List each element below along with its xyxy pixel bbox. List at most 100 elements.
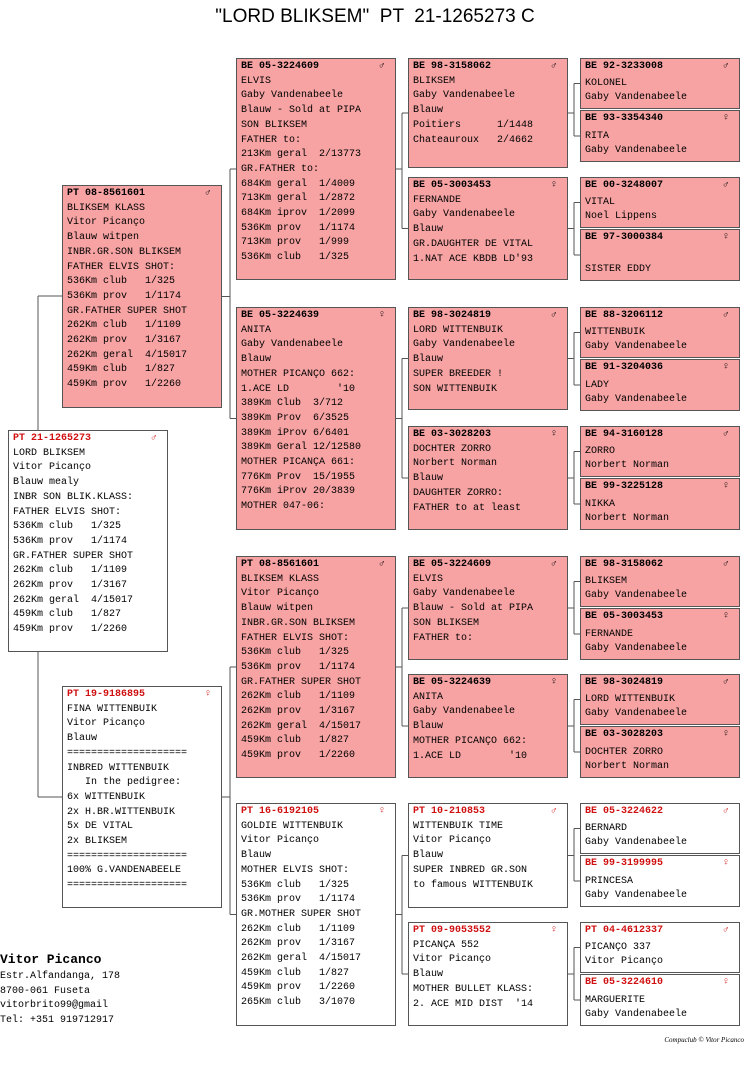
box-line: 262Km geral 4/15017 [241, 953, 362, 965]
box-line: MOTHER PICANÇO 662: [413, 735, 528, 747]
box-line: ELVIS [241, 75, 272, 87]
pedigree-box: PT 10-210853 ♂ WITTENBUIK TIME Vitor Picanç… [408, 803, 568, 908]
box-line: Vitor Picanço [413, 954, 492, 966]
box-line: Gaby Vandenabeele [585, 837, 688, 849]
box-line: 2x H.BR.WITTENBUIK [67, 806, 176, 818]
box-header: BE 05-3003453 ♀ [413, 179, 563, 194]
box-header: BE 97-3000384 ♀ [585, 231, 735, 246]
ring-number: BE 05-3003453 [413, 180, 492, 191]
box-line: 536Km prov 1/1174 [241, 894, 356, 906]
box-body: FINA WITTENBUIK Vitor Picanço Blauw =======… [67, 703, 217, 894]
box-line: ==================== [67, 850, 188, 862]
box-body: BLIKSEM KLASS Vitor Picanço Blauw witpen IN… [67, 202, 217, 393]
box-line: Gaby Vandenabeele [585, 643, 688, 655]
box-line: 536Km club 1/325 [67, 276, 176, 288]
box-body: LADY Gaby Vandenabeele [585, 379, 735, 409]
box-line: 536Km club 1/325 [241, 252, 350, 264]
sex-symbol: ♀ [550, 429, 557, 440]
box-body: BLIKSEM Gaby Vandenabeele Blauw Poitiers 1/… [413, 75, 563, 149]
box-line: 262Km club 1/1109 [241, 923, 356, 935]
box-header: BE 05-3224609 ♂ [413, 558, 563, 573]
box-line: Vitor Picanço [67, 217, 146, 229]
box-line: Vitor Picanço [413, 835, 492, 847]
box-line: Norbert Norman [585, 460, 670, 472]
box-line: SUPER INBRED GR.SON [413, 864, 528, 876]
box-line: INBR.GR.SON BLIKSEM [241, 617, 356, 629]
ring-number: BE 98-3024819 [413, 310, 492, 321]
sex-symbol: ♀ [722, 481, 729, 492]
box-line: 459Km club 1/827 [241, 735, 350, 747]
pedigree-box: BE 05-3224639 ♀ ANITA Gaby Vandenabeele Blau… [236, 307, 396, 530]
pedigree-box: BE 05-3224609 ♂ ELVIS Gaby Vandenabeele Blau… [236, 58, 396, 280]
box-body: PICANÇO 337 Vitor Picanço [585, 941, 735, 971]
box-header: PT 10-210853 ♂ [413, 805, 563, 820]
box-header: PT 08-8561601 ♂ [67, 187, 217, 202]
box-body: WITTENBUIK TIME Vitor Picanço Blauw SUPER I… [413, 820, 563, 894]
box-line: SON WITTENBUIK [413, 383, 498, 395]
sex-symbol: ♂ [550, 559, 557, 570]
box-line: In the pedigree: [67, 777, 182, 789]
box-line: to famous WITTENBUIK [413, 879, 534, 891]
box-line: 459Km club 1/827 [67, 364, 176, 376]
ring-number: BE 05-3224609 [241, 61, 320, 72]
sex-symbol: ♂ [722, 677, 729, 688]
box-line: 389Km Prov 6/3525 [241, 412, 350, 424]
box-body: FERNANDE Gaby Vandenabeele [585, 628, 735, 658]
box-line: 2. ACE MID DIST '14 [413, 998, 534, 1010]
ring-number: BE 03-3028203 [413, 429, 492, 440]
box-line: 389Km Club 3/712 [241, 398, 344, 410]
box-line: GR.FATHER SUPER SHOT [13, 550, 134, 562]
box-body: ELVIS Gaby Vandenabeele Blauw - Sold at PI… [241, 75, 391, 266]
sex-symbol: ♂ [722, 559, 729, 570]
pedigree-box: BE 05-3003453 ♀ FERNANDE Gaby Vandenabeele B… [408, 177, 568, 280]
box-line: 389Km iProv 6/6401 [241, 427, 350, 439]
pedigree-box: BE 98-3158062 ♂ BLIKSEM Gaby Vandenabeele [580, 556, 740, 607]
box-line: 1.ACE LD '10 [413, 750, 528, 762]
pedigree-box: PT 08-8561601 ♂ BLIKSEM KLASS Vitor Picanço… [62, 185, 222, 408]
box-line: SISTER EDDY [585, 264, 652, 276]
box-header: PT 19-9186895 ♀ [67, 688, 217, 703]
box-line: 459Km prov 1/2260 [241, 750, 356, 762]
box-line: 536Km club 1/325 [241, 647, 350, 659]
sex-symbol: ♀ [550, 180, 557, 191]
ring-number: BE 03-3028203 [585, 729, 664, 740]
box-line: 2x BLIKSEM [67, 836, 128, 848]
box-line: PICANÇO 337 [585, 941, 652, 953]
sex-symbol: ♂ [722, 180, 729, 191]
sex-symbol: ♀ [550, 925, 557, 936]
sex-symbol: ♂ [150, 433, 157, 444]
box-line: Gaby Vandenabeele [585, 145, 688, 157]
box-line: GR.FATHER SUPER SHOT [67, 305, 188, 317]
box-line: 262Km geral 4/15017 [13, 594, 134, 606]
box-line: RITA [585, 130, 610, 142]
ring-number: BE 98-3024819 [585, 677, 664, 688]
box-body: LORD WITTENBUIK Gaby Vandenabeele Blauw SUP… [413, 324, 563, 398]
box-line: Gaby Vandenabeele [413, 90, 516, 102]
sex-symbol: ♂ [722, 310, 729, 321]
box-header: BE 98-3024819 ♂ [413, 309, 563, 324]
footer: Compuclub © Vitor Picanco [664, 1036, 744, 1044]
box-line: Gaby Vandenabeele [585, 890, 688, 902]
owner-name: Vitor Picanco [0, 952, 102, 967]
box-line: Gaby Vandenabeele [585, 708, 688, 720]
box-line: Blauw [413, 969, 444, 981]
box-line: Norbert Norman [585, 761, 670, 773]
box-line: 713Km geral 1/2872 [241, 193, 356, 205]
sex-symbol: ♂ [722, 925, 729, 936]
box-line: FATHER ELVIS SHOT: [13, 506, 122, 518]
box-header: BE 00-3248007 ♂ [585, 179, 735, 194]
box-header: BE 92-3233008 ♂ [585, 60, 735, 75]
box-body: PICANÇA 552 Vitor Picanço Blauw MOTHER BULL… [413, 939, 563, 1013]
box-line: Blauw [241, 354, 272, 366]
ring-number: BE 05-3003453 [585, 611, 664, 622]
box-line: DOCHTER ZORRO [585, 746, 664, 758]
box-header: BE 05-3224622 ♂ [585, 805, 735, 820]
box-body: WITTENBUIK Gaby Vandenabeele [585, 326, 735, 356]
box-line: 684Km iprov 1/2099 [241, 208, 356, 220]
box-line: WITTENBUIK [585, 326, 646, 338]
title: "LORD BLIKSEM" PT 21-1265273 C [215, 6, 535, 27]
box-line: 776Km Prov 15/1955 [241, 471, 356, 483]
box-line: Blauw mealy [13, 477, 80, 489]
box-header: BE 98-3158062 ♂ [413, 60, 563, 75]
ring-number: BE 98-3158062 [585, 559, 664, 570]
